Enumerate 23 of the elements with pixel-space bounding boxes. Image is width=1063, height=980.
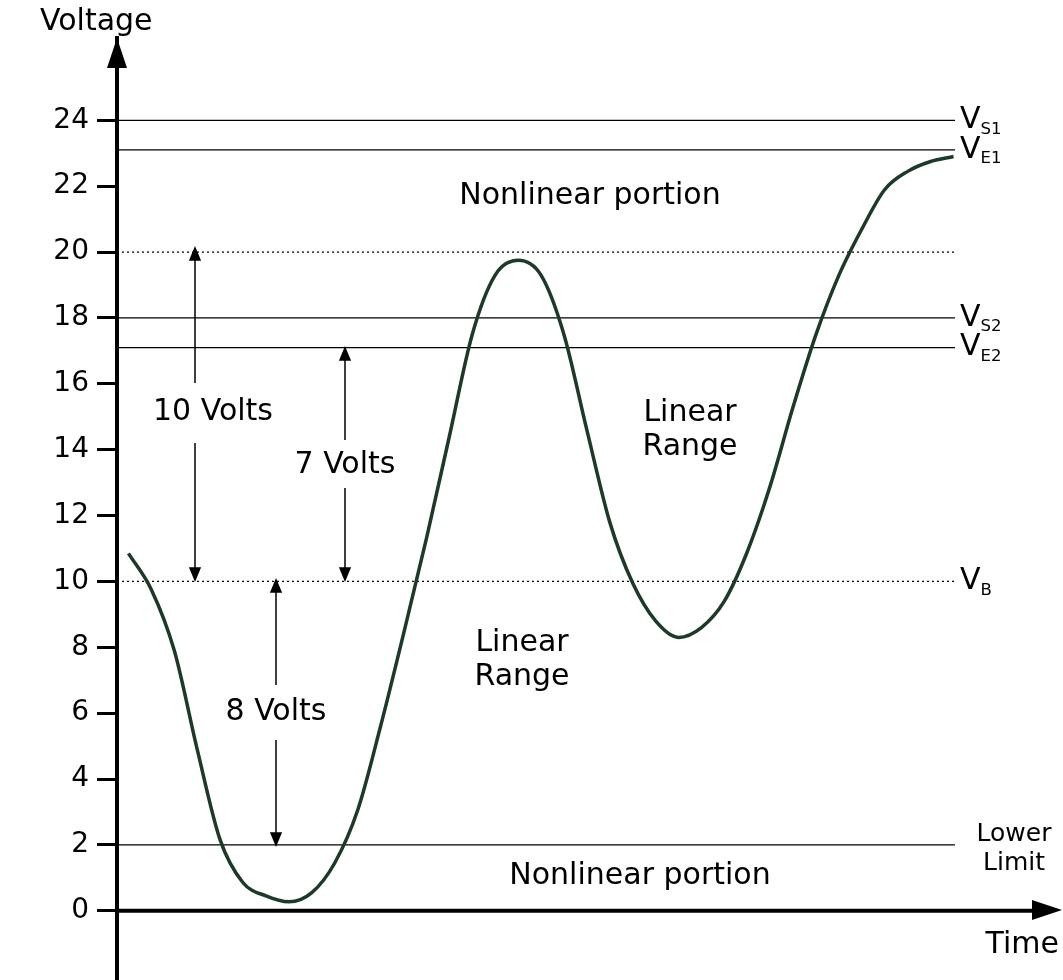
ref-line-label: Lower Limit: [976, 818, 1053, 876]
annotation: 10 Volts: [153, 391, 273, 427]
annotation: Linear Range: [474, 622, 570, 693]
y-tick-label: 16: [53, 365, 89, 399]
y-tick-label: 8: [71, 628, 89, 662]
y-tick-label: 10: [53, 562, 89, 596]
y-axis-title: Voltage: [40, 1, 153, 37]
y-tick-label: 12: [53, 496, 89, 530]
y-tick-label: 14: [53, 430, 89, 464]
y-tick-label: 20: [53, 233, 89, 267]
y-tick-label: 6: [71, 694, 89, 728]
y-tick-label: 18: [53, 299, 89, 333]
y-tick-label: 24: [53, 101, 89, 135]
x-axis-title: Time: [984, 924, 1059, 960]
y-tick-label: 0: [71, 892, 89, 926]
annotation: Nonlinear portion: [459, 175, 721, 211]
annotation: 7 Volts: [294, 444, 396, 480]
y-tick-label: 22: [53, 167, 89, 201]
annotation: Nonlinear portion: [509, 855, 771, 891]
annotation: 8 Volts: [225, 691, 327, 727]
annotation: Linear Range: [642, 392, 738, 463]
y-tick-label: 2: [71, 826, 89, 860]
y-tick-label: 4: [71, 760, 89, 794]
